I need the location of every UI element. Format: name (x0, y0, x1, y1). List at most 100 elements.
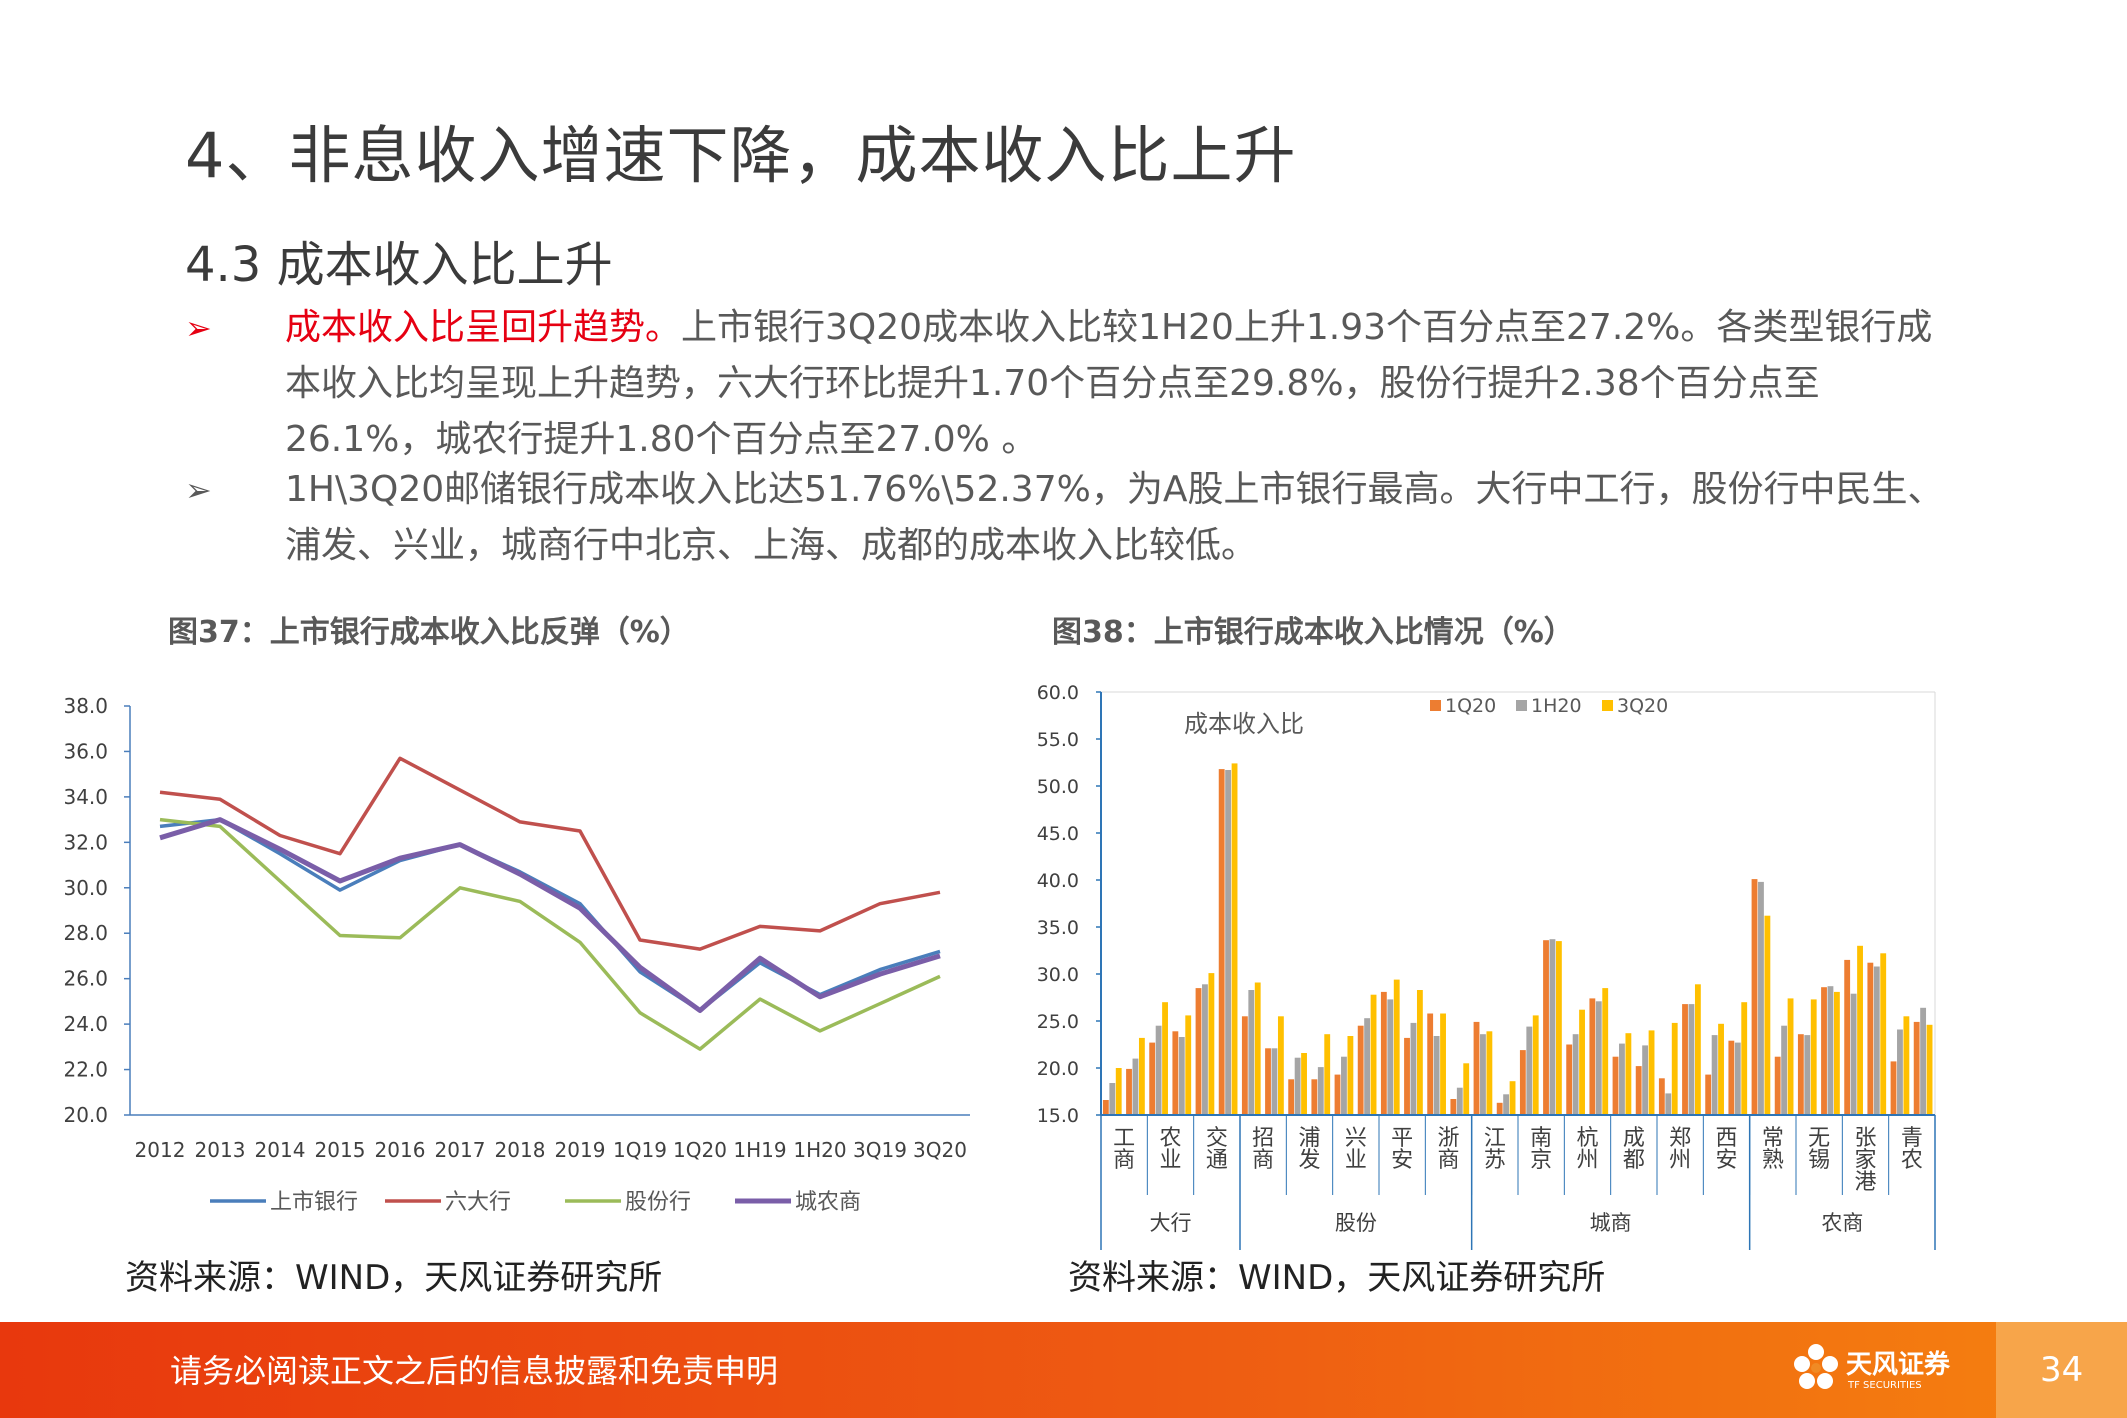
bar-3Q20-成都 (1625, 1033, 1632, 1115)
bar-3Q20-江苏 (1486, 1031, 1493, 1115)
x-tick-label: 3Q20 (913, 1138, 967, 1162)
group-label: 城商 (1590, 1211, 1632, 1235)
bar-1Q20-浦发 (1288, 1079, 1295, 1115)
y-tick-label: 20.0 (1037, 1058, 1079, 1080)
figure-37-source: 资料来源：WIND，天风证券研究所 (125, 1258, 663, 1298)
bar-1H20-成都 (1619, 1043, 1625, 1115)
bar-1Q20-中行 (1172, 1031, 1179, 1115)
bar-1Q20-张家港 (1844, 959, 1851, 1115)
bar-1H20-工行 (1109, 1083, 1116, 1115)
category-label: 交通 (1206, 1126, 1228, 1173)
bullet-1-highlight: 成本收入比呈回升趋势。 (285, 307, 682, 348)
category-label: 农业 (1159, 1126, 1181, 1173)
legend-label: 1H20 (1531, 695, 1582, 717)
bar-3Q20-邮储 (1231, 763, 1238, 1115)
bar-3Q20-浙商 (1440, 1013, 1446, 1115)
bar-1Q20-常熟 (1751, 879, 1758, 1115)
bar-1H20-张家港 (1850, 993, 1857, 1115)
y-tick-label: 26.0 (63, 967, 108, 991)
page-number: 34 (2040, 1350, 2084, 1390)
bar-1Q20-长沙 (1635, 1066, 1642, 1115)
bar-1H20-郑州 (1665, 1093, 1672, 1115)
y-tick-label: 35.0 (1037, 917, 1079, 939)
bar-3Q20-南京 (1532, 1015, 1539, 1115)
category-label: 江苏 (1484, 1126, 1506, 1173)
category-label: 浙商 (1437, 1126, 1459, 1173)
category-label: 南京 (1530, 1126, 1552, 1173)
bar-1H20-中行 (1178, 1037, 1185, 1115)
y-tick-label: 60.0 (1037, 682, 1079, 704)
legend-swatch (1516, 700, 1527, 711)
bar-3Q20-张家港 (1857, 945, 1863, 1115)
bar-1H20-中信 (1271, 1048, 1278, 1115)
bar-1Q20-宁波 (1543, 940, 1549, 1115)
x-tick-label: 2012 (135, 1138, 186, 1162)
bar-3Q20-华夏 (1416, 990, 1423, 1115)
page-title: 4、非息收入增速下降，成本收入比上升 (185, 119, 1297, 192)
bar-1H20-青农 (1897, 1029, 1903, 1115)
legend-label: 1Q20 (1445, 695, 1496, 717)
y-tick-label: 28.0 (63, 921, 108, 945)
bar-1Q20-西安 (1705, 1074, 1712, 1115)
legend-swatch (1430, 700, 1441, 711)
bar-1Q20-光大 (1357, 1025, 1364, 1115)
y-tick-label: 45.0 (1037, 823, 1079, 845)
bar-1Q20-江阴 (1821, 987, 1827, 1115)
legend-label: 六大行 (445, 1190, 511, 1215)
bar-1Q20-无锡 (1797, 1034, 1804, 1115)
y-tick-label: 40.0 (1037, 870, 1079, 892)
disclaimer-text: 请务必阅读正文之后的信息披露和免责申明 (170, 1352, 779, 1390)
bar-1H20-浦发 (1294, 1057, 1301, 1115)
category-label: 郑州 (1669, 1126, 1691, 1173)
y-tick-label: 25.0 (1037, 1011, 1079, 1033)
bar-1Q20-中信 (1265, 1048, 1271, 1115)
category-label: 浦发 (1298, 1126, 1320, 1173)
bar-3Q20-农行 (1162, 1002, 1168, 1115)
bar-3Q20-中行 (1185, 1015, 1192, 1115)
series-line-城农商 (159, 817, 941, 1013)
category-label: 常熟 (1762, 1126, 1784, 1173)
bar-1Q20-交行 (1195, 988, 1202, 1115)
bar-3Q20-郑州 (1671, 1022, 1678, 1115)
y-tick-label: 36.0 (63, 739, 108, 763)
x-tick-label: 2019 (555, 1138, 606, 1162)
bar-1H20-交行 (1202, 984, 1208, 1115)
y-tick-label: 22.0 (63, 1058, 108, 1082)
bar-3Q20-青岛 (1694, 984, 1701, 1115)
bar-1H20-长沙 (1642, 1045, 1649, 1115)
logo-text-cn: 天风证券 (1846, 1350, 1951, 1380)
bar-3Q20-交行 (1208, 973, 1215, 1115)
bar-1H20-招商 (1248, 990, 1255, 1115)
bar-3Q20-紫金 (1787, 998, 1794, 1115)
bar-1Q20-郑州 (1658, 1078, 1665, 1115)
bar-3Q20-江阴 (1833, 991, 1840, 1115)
line-chart: 20.0 22.0 24.0 26.0 28.0 30.0 32.0 34.0 36.0 38.0… (63, 694, 970, 1215)
bar-3Q20-宁波 (1555, 941, 1562, 1115)
y-tick-label: 38.0 (63, 694, 108, 718)
x-tick-label: 2014 (255, 1138, 306, 1162)
bar-1H20-青岛 (1688, 1004, 1695, 1115)
bar-1Q20-江苏 (1473, 1021, 1480, 1115)
bar-3Q20-招商 (1254, 982, 1261, 1115)
bar-1Q20-华夏 (1404, 1037, 1410, 1115)
figure-37-caption: 图37：上市银行成本收入比反弹（%） (168, 615, 690, 650)
x-tick-label: 1H20 (793, 1138, 846, 1162)
bar-1Q20-招商 (1241, 1016, 1248, 1115)
category-label: 张家港 (1854, 1126, 1876, 1195)
bar-3Q20-上海 (1509, 1081, 1516, 1115)
bar-3Q20-民生 (1324, 1034, 1331, 1115)
series-line-六大行 (159, 756, 941, 951)
bar-1Q20-民生 (1311, 1079, 1318, 1115)
bar-1H20-浙商 (1433, 1036, 1440, 1115)
x-tick-label: 3Q19 (853, 1138, 907, 1162)
section-subtitle: 4.3 成本收入比上升 (185, 237, 613, 293)
bar-1Q20-工行 (1102, 1100, 1109, 1115)
y-tick-label: 50.0 (1037, 776, 1079, 798)
bar-1H20-渝农 (1920, 1007, 1927, 1115)
bar-3Q20-苏农 (1880, 953, 1887, 1115)
category-label: 兴业 (1345, 1126, 1367, 1173)
bar-1H20-农行 (1155, 1025, 1162, 1115)
chart-inner-title: 成本收入比 (1184, 710, 1304, 738)
bar-1Q20-北京 (1450, 1099, 1457, 1115)
bar-1H20-紫金 (1781, 1025, 1788, 1115)
